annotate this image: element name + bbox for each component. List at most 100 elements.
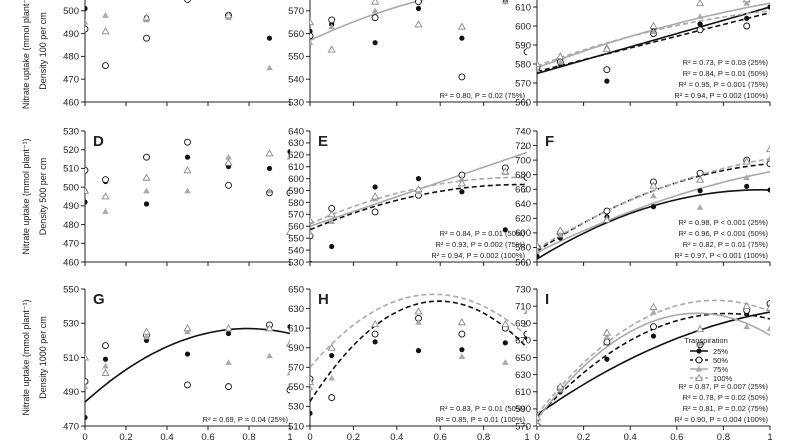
y-tick-label: 490: [63, 387, 79, 398]
stat-annotation: R² = 0.87, P = 0.007 (25%): [679, 382, 769, 391]
data-point-75pct: [328, 23, 335, 30]
data-point-75pct: [650, 28, 657, 35]
data-point-25pct: [459, 35, 465, 41]
data-point-25pct: [697, 21, 703, 27]
legend-label: 25%: [713, 347, 728, 356]
data-point-75pct: [85, 383, 89, 390]
data-point-75pct: [266, 64, 273, 71]
stat-annotation: R² = 0.78, P = 0.02 (50%): [683, 393, 769, 402]
legend-label: 100%: [713, 374, 733, 383]
data-point-75pct: [743, 323, 750, 330]
panel-label: G: [93, 291, 105, 308]
stat-annotation: R² = 0.84, P = 0.01 (50%): [683, 69, 769, 78]
data-point-100pct: [101, 27, 110, 35]
x-tick-label: 0.2: [347, 432, 360, 443]
stat-annotation: R² = 0.94, P = 0.002 (100%): [674, 91, 768, 100]
y-tick-label: 590: [288, 343, 304, 354]
data-point-50pct: [371, 208, 379, 216]
y-tick-label: 530: [288, 257, 304, 268]
data-point-50pct: [696, 169, 704, 177]
data-point-75pct: [328, 218, 335, 224]
data-point-75pct: [557, 386, 564, 393]
data-point-25pct: [744, 183, 750, 189]
data-point-100pct: [183, 166, 192, 174]
data-point-50pct: [523, 330, 527, 338]
data-point-75pct: [286, 153, 290, 160]
y-tick-label: 600: [288, 174, 304, 185]
data-point-50pct: [286, 386, 290, 394]
data-point-50pct: [102, 342, 109, 349]
data-point-100pct: [765, 303, 770, 311]
data-point-75pct: [502, 359, 509, 365]
y-tick-label: 500: [63, 182, 79, 193]
y-tick-label: 550: [288, 233, 304, 244]
plot-area: [310, 0, 527, 81]
data-point-100pct: [696, 175, 705, 183]
data-point-25pct: [650, 333, 657, 339]
data-point-50pct: [225, 181, 232, 189]
data-point-100pct: [142, 327, 151, 335]
data-point-75pct: [266, 187, 273, 194]
y-tick-label: 610: [288, 162, 304, 173]
x-tick-label: 0.2: [577, 432, 590, 443]
x-tick-label: 1: [767, 432, 772, 443]
stat-annotation: R² = 0.94, P = 0.002 (100%): [431, 251, 525, 260]
data-point-75pct: [537, 418, 541, 425]
y-tick-label: 610: [515, 2, 531, 13]
data-point-75pct: [696, 13, 704, 19]
data-point-50pct: [102, 62, 109, 69]
y-tick-label: 590: [515, 404, 531, 415]
data-point-75pct: [502, 0, 509, 5]
data-point-75pct: [85, 18, 89, 25]
y-tick-label: 620: [515, 214, 531, 225]
data-point-100pct: [696, 0, 705, 7]
data-point-25pct: [767, 4, 770, 10]
axis-frame: [84, 0, 290, 103]
data-point-50pct: [523, 173, 527, 181]
data-point-25pct: [329, 243, 335, 250]
data-point-75pct: [696, 340, 704, 347]
data-point-75pct: [102, 362, 109, 369]
data-point-50pct: [184, 381, 191, 389]
data-point-25pct: [225, 330, 232, 337]
y-tick-label: 470: [63, 239, 79, 250]
y-tick-label: 650: [288, 284, 304, 295]
y-tick-label: 570: [515, 78, 531, 89]
data-point-100pct: [101, 192, 110, 200]
data-point-100pct: [537, 413, 542, 421]
y-tick-label: 490: [63, 29, 79, 40]
y-tick-label: 550: [63, 284, 79, 295]
data-point-50pct: [743, 22, 751, 30]
stat-annotation: R² = 0.84, P = 0.01 (50%): [440, 229, 526, 238]
data-point-100pct: [556, 382, 565, 390]
data-point-25pct: [85, 414, 88, 421]
fit-line-100pct: [310, 293, 527, 368]
y-tick-label: 640: [515, 199, 531, 210]
data-point-50pct: [143, 153, 150, 161]
data-point-25pct: [143, 201, 150, 207]
stat-annotation: R² = 0.98, P < 0.001 (25%): [679, 218, 769, 227]
data-point-100pct: [649, 21, 658, 29]
data-point-75pct: [286, 369, 290, 376]
data-point-100pct: [371, 192, 380, 200]
data-point-50pct: [415, 0, 422, 6]
y-axis-label: Nitrate uptake (mmol plant⁻¹): [21, 299, 31, 415]
stat-annotation: R² = 0.81, P = 0.02 (75%): [683, 404, 769, 413]
data-point-25pct: [415, 176, 422, 182]
data-point-25pct: [767, 187, 770, 193]
data-point-25pct: [102, 356, 109, 362]
data-point-100pct: [602, 215, 611, 223]
y-tick-label: 610: [515, 387, 531, 398]
y-axis-label: Nitrate uptake (mmol plant⁻¹): [21, 0, 31, 109]
fit-line-75pct: [537, 171, 770, 254]
plot-area: [537, 144, 770, 260]
data-point-75pct: [266, 352, 273, 359]
y-tick-label: 640: [288, 126, 304, 137]
data-point-100pct: [371, 320, 380, 328]
panel-top-right: 560 570 580 590 600 610 R² = 0.73, P = 0.03 (2…: [515, 0, 771, 108]
data-point-25pct: [184, 351, 191, 357]
data-point-100pct: [501, 167, 510, 175]
data-point-100pct: [327, 210, 336, 218]
panel-label: H: [318, 291, 329, 308]
panel-g: 470 490 510 530 550 0 0.2 0.4 0.6 0.8 1 G R² = 0.69,…: [63, 284, 293, 443]
